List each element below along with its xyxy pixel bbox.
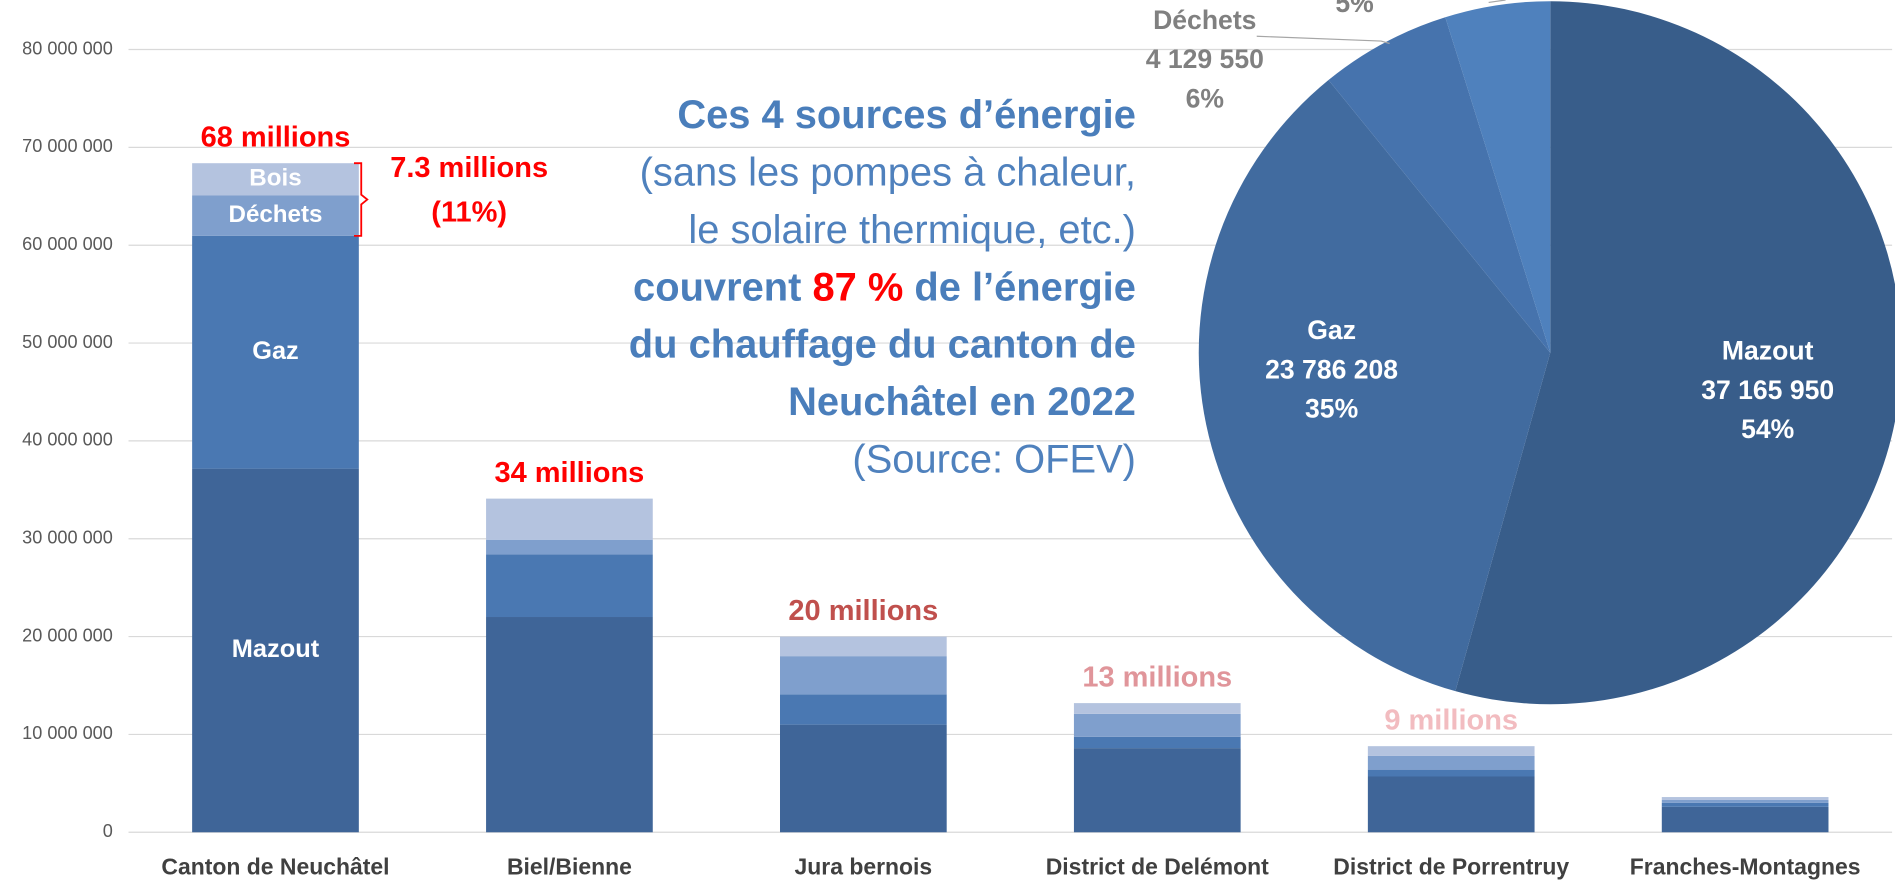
pie-label: 5% (1335, 0, 1373, 18)
bar-segment (1661, 797, 1829, 800)
annotation-text: (Source: OFEV) (852, 437, 1136, 481)
bar-segment (779, 724, 947, 833)
annotation-line: couvrent 87 % de l’énergie (633, 265, 1136, 309)
x-tick-label: District de Porrentruy (1333, 854, 1569, 880)
x-tick-label: Franches-Montagnes (1630, 854, 1861, 880)
annotation-text: Neuchâtel en 2022 (788, 380, 1136, 424)
bracket (354, 162, 369, 237)
total-label: 9 millions (1384, 705, 1518, 737)
bar-segment (1073, 703, 1241, 714)
bar-segment (192, 163, 359, 196)
bar-segment (1661, 806, 1829, 833)
pie-label: 35% (1305, 394, 1358, 424)
bar-segment (192, 195, 359, 236)
segment-label: Gaz (252, 337, 299, 365)
pie-label: Mazout (1722, 336, 1814, 366)
y-tick-label: 80 000 000 (22, 38, 113, 58)
bar-segment (779, 656, 947, 695)
bar-segment (779, 636, 947, 657)
annotation-line: (sans les pompes à chaleur, (640, 150, 1136, 194)
pie-slice (1455, 1, 1895, 705)
annotation-text: (sans les pompes à chaleur, (640, 150, 1136, 194)
y-tick-label: 50 000 000 (22, 332, 113, 352)
annotation-text: du chauffage du canton de (629, 322, 1136, 366)
bar-segment (1661, 799, 1829, 803)
annotation-text: Ces 4 sources d’énergie (677, 93, 1136, 137)
total-label: 13 millions (1082, 662, 1232, 694)
y-tick-label: 70 000 000 (22, 136, 113, 156)
bar-segment (486, 554, 653, 618)
x-tick-label: Biel/Bienne (507, 854, 632, 880)
total-label: 34 millions (495, 457, 645, 489)
pie-label: 6% (1186, 83, 1224, 113)
y-tick-label: 10 000 000 (22, 723, 113, 743)
x-tick-label: Canton de Neuchâtel (161, 854, 389, 880)
x-tick-label: District de Delémont (1046, 854, 1269, 880)
pie-slice (1328, 17, 1551, 353)
y-tick-label: 40 000 000 (22, 430, 113, 450)
segment-label: Bois (249, 165, 301, 192)
annotation-line: Ces 4 sources d’énergie (677, 93, 1136, 137)
bar-segment (1367, 769, 1535, 777)
pie-label: Déchets (1153, 5, 1256, 35)
bar-segment (486, 539, 653, 555)
bar-segment (192, 468, 359, 833)
bar-segment (486, 617, 653, 833)
bar-segment (1367, 746, 1535, 756)
x-tick-label: Jura bernois (795, 854, 933, 880)
bar-segment (486, 498, 653, 540)
annotation-line: (Source: OFEV) (852, 437, 1136, 481)
leader-line (1256, 35, 1390, 45)
total-label: 20 millions (788, 595, 938, 627)
pie-label: 37 165 950 (1701, 375, 1834, 405)
y-tick-label: 60 000 000 (22, 234, 113, 254)
segment-label: Déchets (229, 201, 323, 228)
y-tick-label: 30 000 000 (22, 528, 113, 548)
pie-slice (1445, 1, 1551, 353)
bracket-label: 7.3 millions (390, 152, 548, 184)
pie-label: 54% (1741, 414, 1794, 444)
y-tick-label: 20 000 000 (22, 625, 113, 645)
annotation-text: couvrent (633, 265, 812, 309)
pie-label: 4 129 550 (1146, 44, 1264, 74)
total-label: 68 millions (201, 122, 351, 154)
pie-label: Gaz (1307, 315, 1356, 345)
bar-segment (1367, 776, 1535, 833)
y-tick-label: 0 (103, 821, 113, 841)
annotation-line: du chauffage du canton de (629, 322, 1136, 366)
bar-segment (1073, 736, 1241, 749)
annotation-text: 87 % (812, 265, 903, 309)
annotation-line: le solaire thermique, etc.) (688, 207, 1136, 251)
bracket-label: (11%) (431, 196, 507, 228)
bar-segment (192, 235, 359, 469)
annotation-line: Neuchâtel en 2022 (788, 380, 1136, 424)
bar-segment (1367, 755, 1535, 770)
leader-line (1488, 0, 1506, 4)
pie-slice (1198, 79, 1551, 692)
annotation-text: de l’énergie (903, 265, 1136, 309)
bar-segment (1073, 748, 1241, 833)
bar-segment (779, 694, 947, 725)
bar-segment (1073, 713, 1241, 737)
segment-label: Mazout (232, 635, 320, 663)
pie-label: 23 786 208 (1265, 354, 1398, 384)
annotation-text: le solaire thermique, etc.) (688, 207, 1136, 251)
bar-segment (1661, 802, 1829, 807)
